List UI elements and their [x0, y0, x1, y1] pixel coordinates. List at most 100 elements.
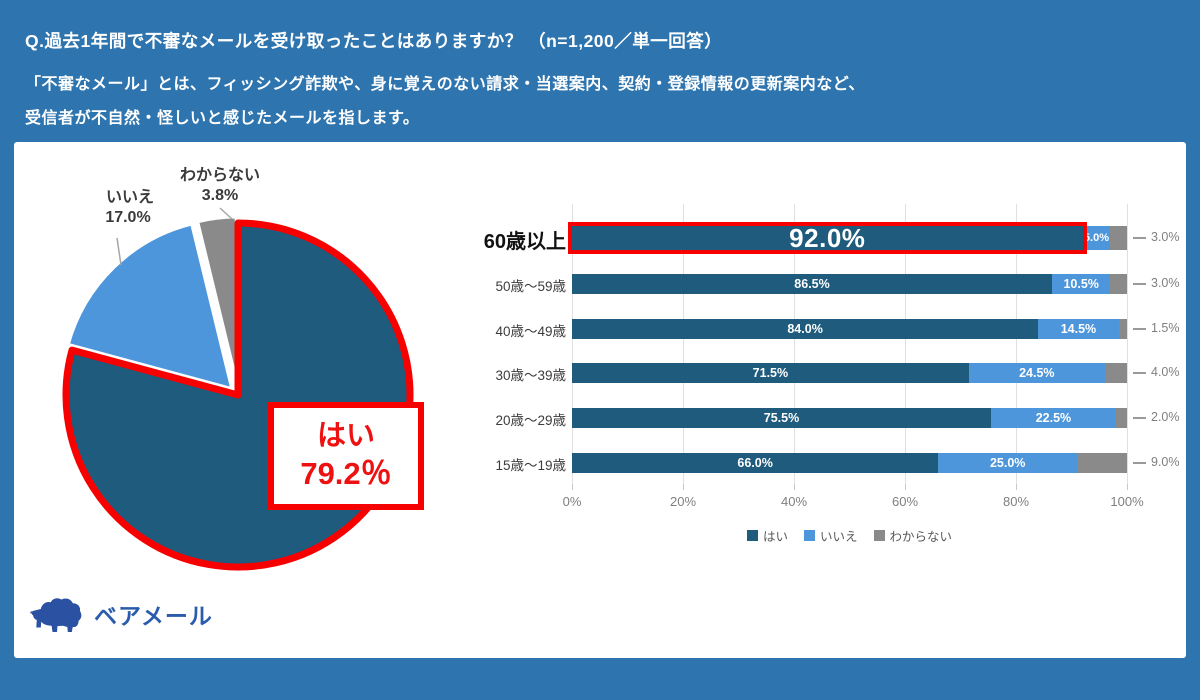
bear-icon [30, 598, 82, 632]
pie-callout-label: はい [316, 420, 375, 452]
bar-outside-label: 4.0% [1151, 365, 1180, 379]
bar-outside-label: 3.0% [1151, 230, 1180, 244]
logo-text: ベアメール [94, 603, 213, 629]
axis-label-60%: 60% [891, 494, 919, 509]
bar-value-label: 14.5% [1060, 322, 1097, 336]
row-label-60歳以上: 60歳以上 [483, 231, 566, 253]
bar-outside-label: 3.0% [1151, 276, 1180, 290]
axis-tick-100% [1127, 484, 1128, 490]
question-note-line2: 受信者が不自然・怪しいと感じたメールを指します。 [25, 110, 420, 127]
legend-label: いいえ [819, 530, 858, 544]
row-label-30歳～39歳: 30歳～39歳 [495, 368, 566, 383]
pie-callout-yes: はい 79.2％ [268, 402, 424, 510]
bar-segment-はい: 84.0% [572, 319, 1039, 339]
bar-outside-label: 9.0% [1151, 455, 1180, 469]
axis-tick-0% [572, 484, 573, 490]
axis-tick-60% [905, 484, 906, 490]
bar-segment-はい: 66.0% [572, 453, 939, 473]
bar-segment-わからない [1110, 274, 1127, 294]
pie-slice-3 [193, 213, 240, 391]
question-header: Q.過去1年間で不審なメールを受け取ったことはありますか？ （n=1,200／単… [25, 28, 865, 128]
bar-segment-わからない [1118, 319, 1127, 339]
legend-item-わからない: わからない [873, 526, 953, 545]
bar-legend: はい いいえ わからない [572, 526, 1127, 545]
gridline-100% [1127, 204, 1128, 484]
legend-swatch [746, 530, 758, 541]
gridline-80% [1016, 204, 1017, 484]
bar-outside-label: 1.5% [1151, 321, 1180, 335]
highlight-frame [568, 222, 1087, 254]
leader-line-dk [219, 207, 233, 220]
question-title: Q.過去1年間で不審なメールを受け取ったことはありますか？ （n=1,200／単… [25, 31, 723, 51]
bar-value-label: 22.5% [1035, 411, 1072, 425]
axis-tick-20% [683, 484, 684, 490]
legend-swatch [873, 530, 885, 541]
axis-label-0%: 0% [562, 494, 582, 509]
bar-outside-label: 2.0% [1151, 410, 1180, 424]
bar-segment-はい: 71.5% [572, 363, 969, 383]
gridline-60% [905, 204, 906, 484]
leader-dash [1133, 283, 1146, 285]
bar-segment-いいえ: 24.5% [968, 363, 1105, 383]
pie-label-no: いいえ [105, 189, 155, 206]
pie-callout-value: 79.2％ [300, 455, 392, 491]
bar-segment-いいえ: 25.0% [938, 453, 1078, 473]
axis-label-20%: 20% [669, 494, 697, 509]
pie-value-dk: 3.8% [201, 187, 239, 204]
axis-tick-40% [794, 484, 795, 490]
legend-swatch [803, 530, 815, 541]
bar-value-label: 71.5% [752, 366, 789, 380]
bar-segment-わからない [1077, 453, 1127, 473]
bar-segment-わからない [1110, 226, 1127, 250]
bar-segment-いいえ: 14.5% [1038, 319, 1119, 339]
axis-label-40%: 40% [780, 494, 808, 509]
axis-tick-80% [1016, 484, 1017, 490]
axis-label-80%: 80% [1002, 494, 1030, 509]
bar-value-label: 66.0% [737, 456, 773, 470]
bar-value-label: 84.0% [787, 322, 823, 336]
leader-dash [1133, 237, 1146, 239]
bar-value-label: 24.5% [1019, 366, 1055, 380]
bar-segment-いいえ: 5.0% [1082, 226, 1111, 250]
leader-dash [1133, 372, 1146, 374]
pie-highlight-outline [62, 219, 414, 571]
legend-item-はい: はい [746, 526, 788, 545]
bar-value-label: 25.0% [989, 456, 1026, 470]
bar-segment-いいえ: 10.5% [1052, 274, 1111, 294]
question-note-line1: 「不審なメール」とは、フィッシング詐欺や、身に覚えのない請求・当選案内、契約・登… [25, 76, 865, 93]
leader-dash [1133, 328, 1146, 330]
results-card: わからない 3.8% いいえ 17.0% はい 79.2％ 0% 20% 40% 60… [14, 142, 1186, 658]
bar-segment-はい: 92.0% [572, 223, 1083, 253]
bar-value-label: 92.0% [789, 222, 866, 253]
legend-label: はい [762, 530, 788, 544]
gridline-0% [572, 204, 573, 484]
bar-value-label: 5.0% [1083, 232, 1109, 244]
gridline-20% [683, 204, 684, 484]
pie-chart: わからない 3.8% いいえ 17.0% はい 79.2％ [29, 147, 469, 617]
row-label-50歳～59歳: 50歳～59歳 [495, 279, 566, 294]
legend-label: わからない [889, 530, 953, 544]
row-label-20歳～29歳: 20歳～29歳 [495, 413, 566, 428]
leader-dash [1133, 462, 1146, 464]
bar-segment-わからない [1115, 408, 1127, 428]
leader-line-no [116, 237, 122, 266]
bar-segment-いいえ: 22.5% [991, 408, 1116, 428]
bar-segment-わからない [1104, 363, 1127, 383]
pie-slice-2 [64, 220, 236, 393]
bar-chart: 0% 20% 40% 60% 80% 100% 60歳以上 92.0% 5.0% 3.0% 50歳～… [14, 142, 1186, 658]
bearmail-logo: ベアメール [30, 594, 213, 634]
gridline-40% [794, 204, 795, 484]
row-label-15歳～19歳: 15歳～19歳 [495, 458, 566, 473]
bar-segment-はい: 86.5% [572, 274, 1053, 294]
bar-value-label: 10.5% [1063, 277, 1099, 291]
bar-value-label: 75.5% [763, 411, 800, 425]
bar-value-label: 86.5% [794, 277, 830, 291]
leader-dash [1133, 417, 1146, 419]
legend-item-いいえ: いいえ [803, 526, 858, 545]
pie-value-no: 17.0% [105, 209, 151, 226]
axis-label-100%: 100% [1110, 494, 1144, 509]
row-label-40歳～49歳: 40歳～49歳 [495, 324, 566, 339]
bar-segment-はい: 75.5% [572, 408, 992, 428]
pie-label-dk: わからない [179, 167, 261, 184]
